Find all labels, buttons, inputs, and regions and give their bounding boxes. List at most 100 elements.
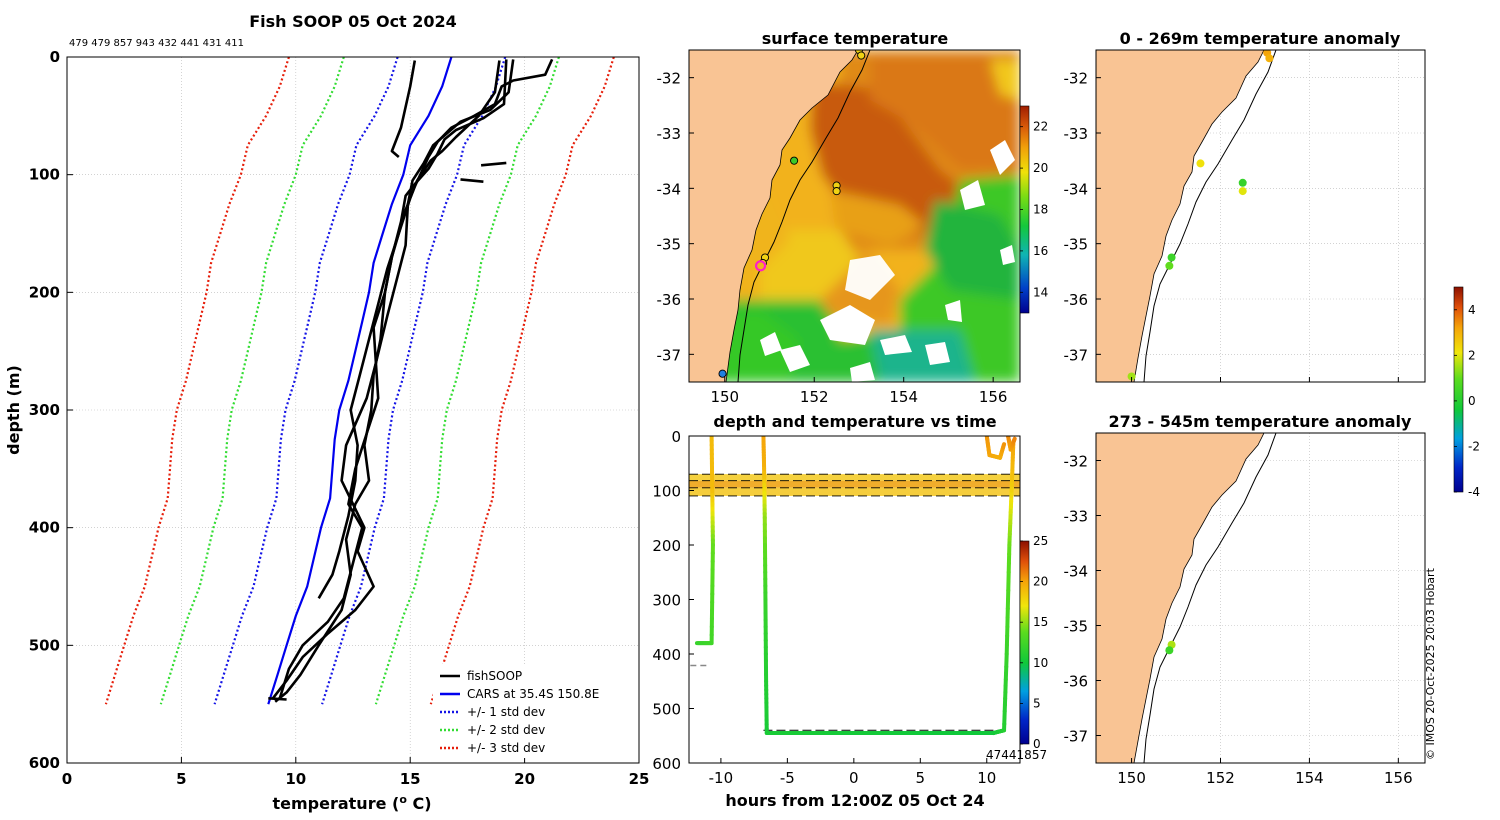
profile-grid [67, 57, 639, 763]
sst-land [689, 50, 859, 382]
sst-colorbar-label: 16 [1033, 244, 1048, 258]
anom1-point [1265, 54, 1274, 63]
anom1-point [1127, 372, 1136, 381]
sst-title: surface temperature [762, 29, 949, 48]
sst-colorbar-label: 14 [1033, 285, 1048, 299]
profile-xtick-label: 15 [400, 770, 421, 788]
anom1-ytick-label: -34 [1064, 180, 1089, 198]
anom1-ytick-label: -35 [1064, 236, 1089, 254]
sst-xtick-label: 154 [889, 388, 918, 406]
sst-shelf-contour [737, 50, 871, 382]
fishsoop-profile-line [460, 178, 484, 183]
anom2-ytick-label: -32 [1064, 453, 1089, 471]
sst-station-marker [832, 187, 841, 196]
anomaly-colorbar-label: 2 [1468, 348, 1476, 362]
timeline-tracks [694, 436, 1017, 736]
anomaly-colorbar [1453, 286, 1464, 493]
anom2-ytick-label: -37 [1064, 728, 1089, 746]
legend-label: +/- 2 std dev [467, 723, 545, 737]
anom2-ytick-label: -35 [1064, 618, 1089, 636]
timeline-ytick-label: 300 [652, 592, 681, 610]
anom1-title: 0 - 269m temperature anomaly [1120, 29, 1401, 48]
sst-colorbar-label: 20 [1033, 161, 1048, 175]
anom1-ytick-label: -33 [1064, 125, 1089, 143]
timeline-colorbar-label: 20 [1033, 575, 1048, 589]
profile-legend: fishSOOP CARS at 35.4S 150.8E +/- 1 std de… [433, 664, 633, 758]
profile-xlabel-tail: C) [407, 794, 432, 813]
timeline-ytick-label: 200 [652, 537, 681, 555]
timeline-ytick-label: 400 [652, 646, 681, 664]
anom2-shelf-contour [1143, 433, 1277, 763]
sst-ytick-label: -32 [657, 70, 682, 88]
sst-xtick-label: 150 [710, 388, 739, 406]
anom2-xtick-label: 152 [1206, 769, 1235, 787]
sst-cloud-gaps [760, 140, 1015, 382]
anomaly-colorbar-label: -2 [1468, 439, 1480, 453]
anom1-ticks: -32 -33 -34 -35 -36 -37 [1064, 70, 1399, 382]
anomaly-colorbar-label: -4 [1468, 485, 1480, 499]
timeline-xtick-label: -5 [780, 769, 795, 787]
sst-xtick-label: 152 [800, 388, 829, 406]
timeline-chart: depth and temperature vs time -10 -5 0 5 100… [652, 412, 1048, 810]
anomaly-colorbar-label: 4 [1468, 303, 1476, 317]
fishsoop-profile-line [268, 697, 287, 701]
timeline-colorbar [1019, 540, 1030, 745]
std-2-lower-line [159, 57, 345, 705]
anom2-ticks: 150 152 154 156 -32 -33 -34 -35 -36 -37 [1064, 453, 1413, 788]
std-2-upper-line [374, 57, 560, 705]
sst-ytick-label: -34 [657, 180, 682, 198]
timeline-temperature-bands [689, 473, 1020, 731]
anom1-shelf-contour [1143, 50, 1277, 382]
profile-ytick-label: 500 [29, 636, 60, 654]
anom1-points [1127, 50, 1274, 381]
anom2-xtick-label: 156 [1384, 769, 1413, 787]
timeline-ytick-label: 500 [652, 701, 681, 719]
anom2-ytick-label: -36 [1064, 673, 1089, 691]
anom2-xtick-label: 150 [1117, 769, 1146, 787]
anom2-land [1096, 433, 1265, 763]
anom1-point [1167, 253, 1176, 262]
profile-ylabel: depth (m) [4, 365, 23, 455]
drop-label-2: 4 [1009, 748, 1017, 762]
fishsoop-profile-line [480, 161, 507, 167]
anom2-xtick-label: 154 [1295, 769, 1324, 787]
sst-stations [718, 50, 866, 378]
timeline-xtick-label: 0 [849, 769, 859, 787]
anomaly-map-upper: 0 - 269m temperature anomaly -32-33-34-3… [1064, 29, 1426, 383]
sst-ytick-label: -35 [657, 236, 682, 254]
anomaly-map-lower: 273 - 545m temperature anomaly 150 152 154… [1064, 412, 1426, 787]
profile-ticks: 0 5 10 15 20 25 0 100 200 300 400 500 600 [29, 48, 650, 788]
fishsoop-profile-line [278, 58, 554, 699]
profile-subtitle: 479 479 857 943 432 441 431 411 [69, 38, 244, 49]
timeline-ytick-label: 100 [652, 483, 681, 501]
std-3-lower-line [104, 57, 290, 705]
fishsoop-profile-line [317, 60, 501, 599]
sst-station-marker [754, 260, 767, 272]
anom1-point [1165, 261, 1174, 270]
anom1-ytick-label: -36 [1064, 291, 1089, 309]
sst-colorbar-label: 22 [1033, 120, 1048, 134]
legend-label: CARS at 35.4S 150.8E [467, 687, 599, 701]
profile-ytick-label: 300 [29, 401, 60, 419]
sst-xtick-label: 156 [979, 388, 1008, 406]
sst-colorbar-label: 18 [1033, 203, 1048, 217]
timeline-drop-labels: 47441857 [986, 748, 1047, 762]
std-3-upper-line [429, 57, 615, 705]
anom1-frame [1095, 49, 1426, 383]
legend-label: +/- 1 std dev [467, 705, 545, 719]
timeline-ytick-label: 0 [671, 428, 681, 446]
profile-xtick-label: 5 [176, 770, 186, 788]
timeline-band [689, 487, 1020, 496]
anomaly-colorbar-ticks: 4 2 0 -2 -4 [1454, 303, 1480, 499]
profile-xlabel-main: temperature ( [272, 794, 399, 813]
legend-label: fishSOOP [467, 669, 522, 683]
sst-ytick-label: -37 [657, 346, 682, 364]
anom2-title: 273 - 545m temperature anomaly [1109, 412, 1412, 431]
timeline-colorbar-label: 10 [1033, 656, 1048, 670]
sst-colorbar-ticks: 22 20 18 16 14 [1020, 120, 1048, 299]
cars-mean-line [267, 57, 453, 705]
profile-ytick-label: 400 [29, 519, 60, 537]
anom1-point [1238, 178, 1247, 187]
